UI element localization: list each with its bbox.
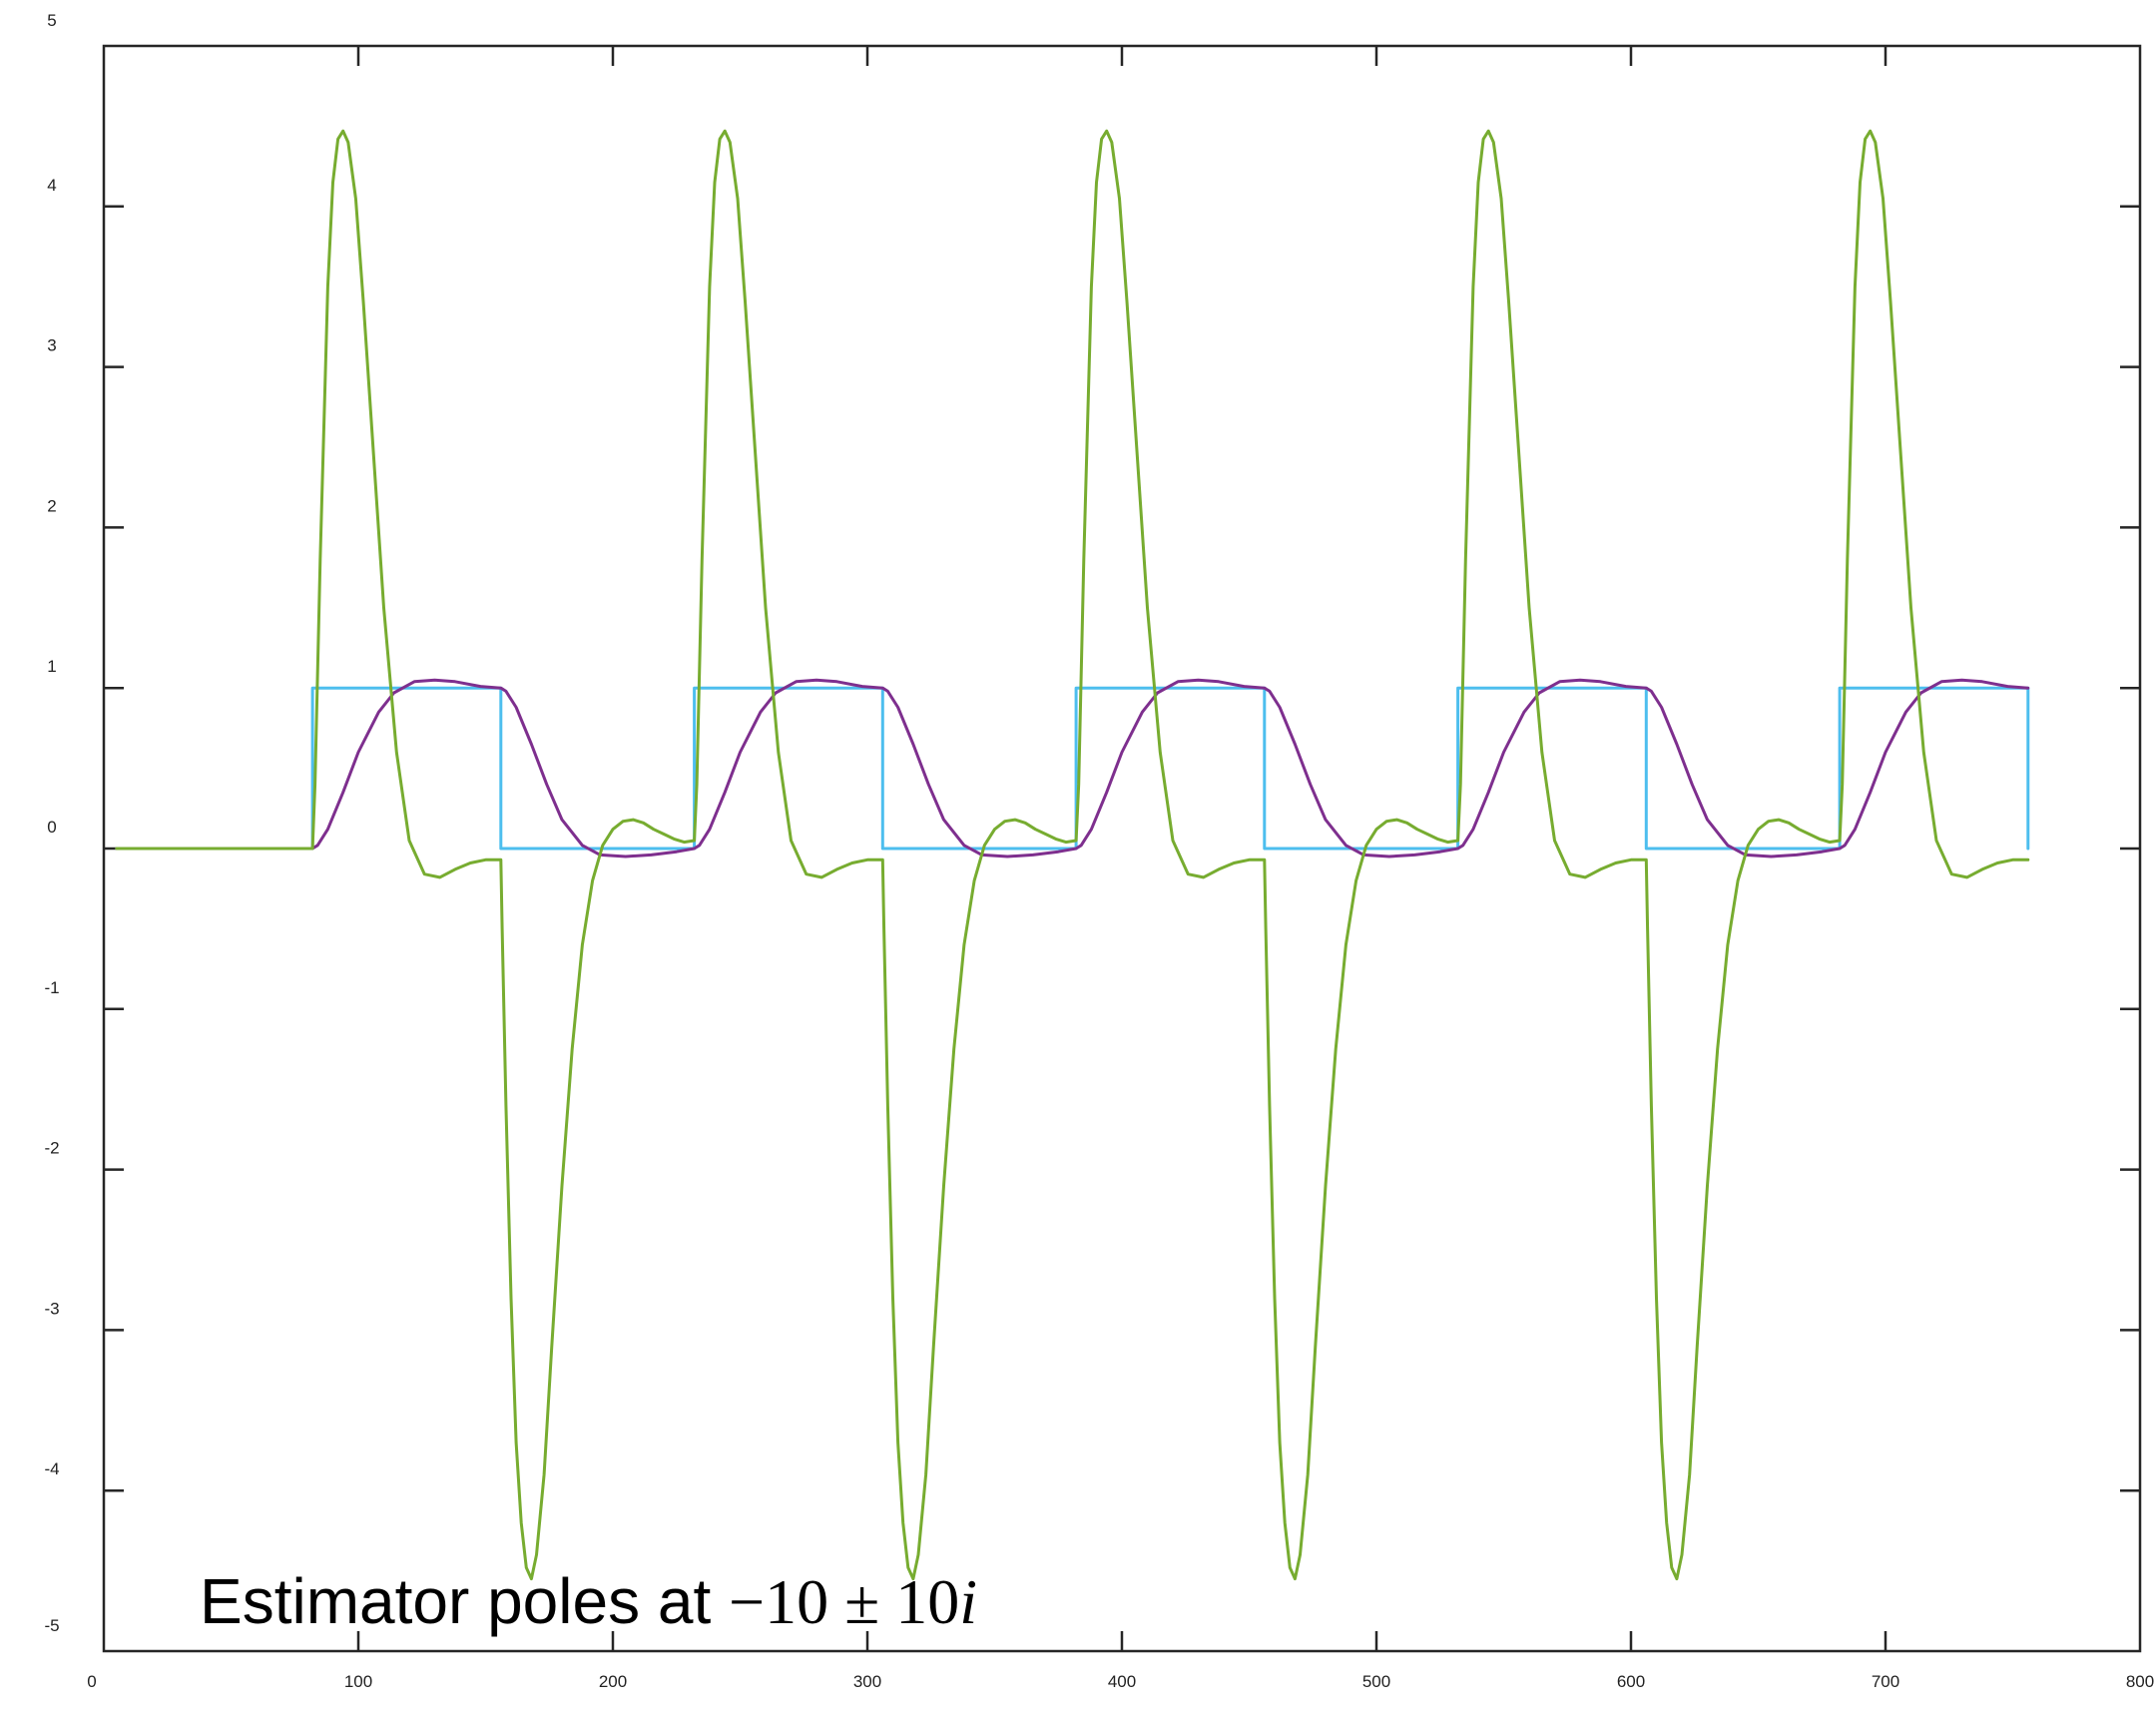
x-tick-label: 0	[87, 1672, 96, 1691]
y-tick-label: -5	[44, 1616, 59, 1635]
y-tick-label: 4	[47, 176, 56, 195]
y-tick-label: 5	[47, 11, 56, 30]
y-tick-label: -1	[44, 978, 59, 997]
x-tick-label: 700	[1872, 1672, 1899, 1691]
x-tick-label: 500	[1362, 1672, 1390, 1691]
x-tick-label: 400	[1108, 1672, 1136, 1691]
y-tick-label: 2	[47, 496, 56, 515]
y-tick-label: 1	[47, 657, 56, 676]
tick-marks	[104, 46, 2140, 1651]
x-tick-label: 100	[344, 1672, 372, 1691]
series-lines	[115, 129, 2030, 1581]
y-tick-label: -4	[44, 1459, 59, 1478]
x-tick-label: 800	[2126, 1672, 2154, 1691]
x-tick-label: 200	[599, 1672, 627, 1691]
tick-labels: 0 100 200 300 400 500 600 700 800 5 4 3 2 1 0 -1 -2 -3 -4 -…	[44, 11, 2154, 1691]
y-tick-label: 0	[47, 818, 56, 837]
x-tick-label: 600	[1617, 1672, 1645, 1691]
y-tick-label: -3	[44, 1299, 59, 1318]
x-tick-label: 300	[853, 1672, 881, 1691]
series-line-1	[115, 686, 2030, 851]
series-line-2	[115, 678, 2030, 859]
estimator-poles-annotation: Estimator poles at −10 ± 10i	[200, 1565, 977, 1637]
y-tick-label: -2	[44, 1139, 59, 1158]
y-tick-label: 3	[47, 336, 56, 355]
series-line-3	[115, 129, 2030, 1581]
